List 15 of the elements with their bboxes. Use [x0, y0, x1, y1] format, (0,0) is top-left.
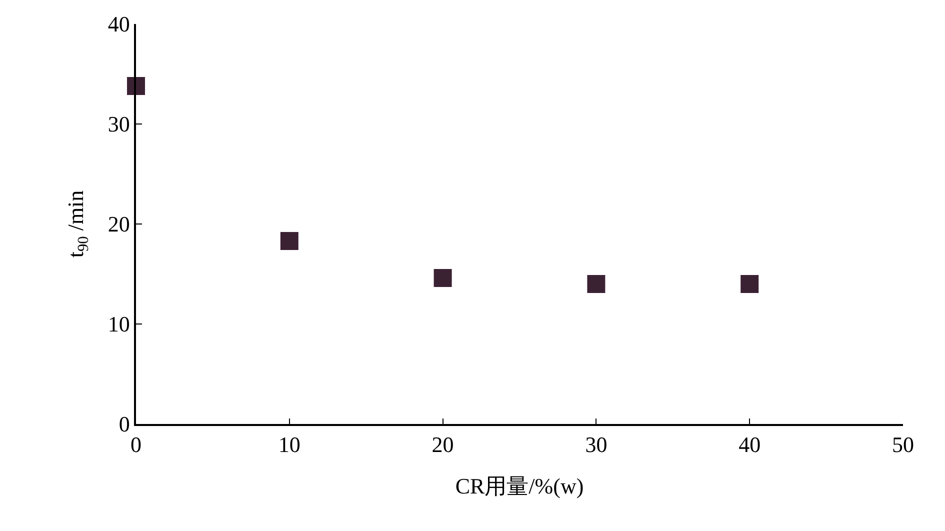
x-tick-label: 10 [278, 432, 300, 458]
x-tick-label: 50 [892, 432, 914, 458]
x-tick-label: 40 [738, 432, 761, 458]
y-tick-label: 40 [108, 12, 130, 37]
x-tick-label: 20 [432, 432, 454, 458]
x-axis-title: CR用量/%(w) [455, 474, 584, 499]
y-tick-label: 30 [108, 112, 130, 137]
point [740, 275, 759, 293]
y-tick-label: 10 [108, 312, 130, 337]
x-tick-label: 30 [585, 432, 608, 458]
point [280, 232, 298, 250]
y-tick-label: 0 [118, 412, 130, 437]
y-tick-label: 20 [108, 212, 130, 237]
point [434, 269, 452, 287]
point [587, 275, 606, 293]
